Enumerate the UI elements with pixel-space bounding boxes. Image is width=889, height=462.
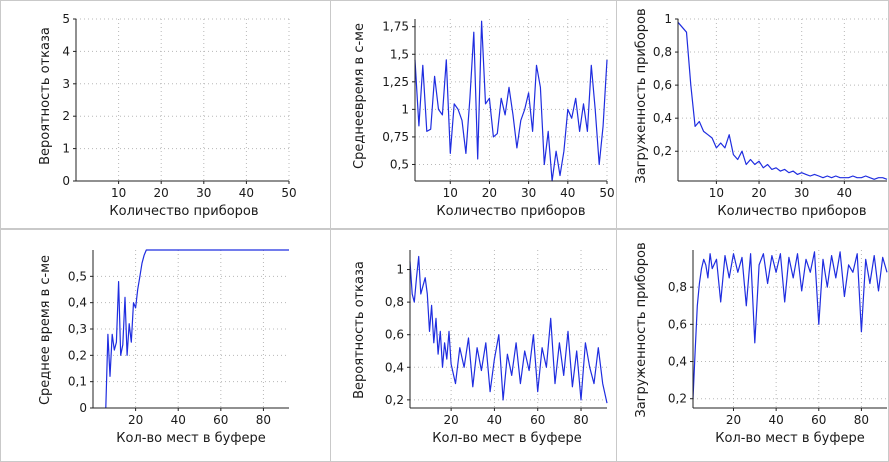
x-tick-label: 40 bbox=[560, 186, 575, 200]
y-tick-label: 1,25 bbox=[382, 75, 409, 89]
y-tick-label: 1 bbox=[664, 12, 672, 26]
x-tick-label: 60 bbox=[530, 413, 545, 427]
x-tick-label: 20 bbox=[128, 413, 143, 427]
y-axis-label: Среднеевремя в с-ме bbox=[352, 23, 367, 169]
chart-panel-5: 20 40 60 80 0,2 0,4 0,6 0,8 1 Кол-во мест в буфер… bbox=[331, 230, 616, 461]
y-axis-label: Загруженность приборов bbox=[634, 8, 649, 183]
x-tick-label: 40 bbox=[239, 186, 254, 200]
x-axis-label: Кол-во мест в буфере bbox=[432, 431, 581, 446]
y-tick-label: 1 bbox=[62, 142, 70, 156]
x-tick-label: 10 bbox=[709, 186, 724, 200]
y-tick-label: 0 bbox=[62, 174, 70, 188]
x-tick-label: 40 bbox=[837, 186, 852, 200]
frame-left-border bbox=[0, 0, 1, 462]
y-tick-label: 0,6 bbox=[385, 328, 404, 342]
series-line bbox=[692, 251, 888, 399]
series-line bbox=[105, 249, 289, 409]
y-axis-label: Загруженность приборов bbox=[634, 242, 649, 417]
series-line bbox=[414, 20, 608, 182]
chart-panel-4: 20 40 60 80 0 0,1 0,2 0,3 0,4 0,5 Кол-во мест в бу… bbox=[1, 230, 330, 461]
x-tick-label: 80 bbox=[854, 413, 869, 427]
y-tick-label: 0,6 bbox=[668, 317, 687, 331]
y-tick-label: 0,4 bbox=[68, 296, 87, 310]
x-tick-label: 20 bbox=[154, 186, 169, 200]
device-load-vs-buffer-chart: 20 40 60 80 0,2 0,4 0,6 0,8 Кол-во мест в буфере… bbox=[634, 242, 888, 446]
y-tick-label: 4 bbox=[62, 44, 70, 58]
y-axis-label: Среднее время в с-ме bbox=[38, 255, 53, 405]
y-tick-label: 1,75 bbox=[382, 20, 409, 34]
x-tick-label: 40 bbox=[171, 413, 186, 427]
y-tick-label: 0,4 bbox=[653, 111, 672, 125]
y-tick-label: 0,2 bbox=[668, 392, 687, 406]
y-tick-label: 0,8 bbox=[653, 45, 672, 59]
y-tick-label: 0,5 bbox=[390, 157, 409, 171]
y-tick-label: 0,2 bbox=[653, 144, 672, 158]
x-tick-label: 50 bbox=[281, 186, 296, 200]
x-tick-label: 10 bbox=[111, 186, 126, 200]
series-line bbox=[409, 255, 608, 404]
x-tick-label: 40 bbox=[487, 413, 502, 427]
chart-panel-1: 10 20 30 40 50 0 1 2 3 4 5 Количество приборов Вероя… bbox=[1, 1, 330, 228]
x-tick-label: 80 bbox=[256, 413, 271, 427]
x-tick-label: 20 bbox=[751, 186, 766, 200]
column-separator-2 bbox=[616, 0, 617, 462]
x-axis-label: Кол-во мест в буфере bbox=[116, 431, 265, 446]
x-tick-label: 30 bbox=[196, 186, 211, 200]
x-tick-label: 10 bbox=[443, 186, 458, 200]
x-tick-label: 20 bbox=[726, 413, 741, 427]
avg-time-vs-devices-chart: 10 20 30 40 50 0,5 0,75 1 1,25 1,5 1,75 Количество … bbox=[352, 19, 615, 219]
avg-time-vs-buffer-chart: 20 40 60 80 0 0,1 0,2 0,3 0,4 0,5 Кол-во мест в бу… bbox=[38, 249, 289, 446]
y-tick-label: 5 bbox=[62, 12, 70, 26]
y-tick-label: 0,4 bbox=[385, 360, 404, 374]
x-tick-label: 20 bbox=[443, 413, 458, 427]
y-tick-label: 1,5 bbox=[390, 47, 409, 61]
y-tick-label: 0,5 bbox=[68, 269, 87, 283]
chart-panel-6: 20 40 60 80 0,2 0,4 0,6 0,8 Кол-во мест в буфере… bbox=[617, 230, 888, 461]
y-tick-label: 0,75 bbox=[382, 130, 409, 144]
device-load-vs-devices-chart: 10 20 30 40 0,2 0,4 0,6 0,8 1 Количество приборов… bbox=[634, 8, 888, 219]
y-tick-label: 1 bbox=[401, 102, 409, 116]
y-tick-label: 0,6 bbox=[653, 78, 672, 92]
x-axis-label: Количество приборов bbox=[109, 204, 258, 219]
x-tick-label: 30 bbox=[794, 186, 809, 200]
row-separator bbox=[0, 228, 889, 230]
y-tick-label: 0,3 bbox=[68, 322, 87, 336]
x-tick-label: 20 bbox=[482, 186, 497, 200]
y-tick-label: 0,8 bbox=[668, 280, 687, 294]
x-axis-label: Кол-во мест в буфере bbox=[715, 431, 864, 446]
series-line bbox=[677, 21, 888, 180]
y-tick-label: 0,1 bbox=[68, 375, 87, 389]
frame-top-border bbox=[0, 0, 889, 1]
x-tick-label: 60 bbox=[811, 413, 826, 427]
column-separator-1 bbox=[330, 0, 331, 462]
x-tick-label: 80 bbox=[573, 413, 588, 427]
y-tick-label: 1 bbox=[396, 263, 404, 277]
x-tick-label: 50 bbox=[599, 186, 614, 200]
y-tick-label: 0,2 bbox=[385, 393, 404, 407]
y-tick-label: 0,4 bbox=[668, 355, 687, 369]
chart-panel-3: 10 20 30 40 0,2 0,4 0,6 0,8 1 Количество приборов… bbox=[617, 1, 888, 228]
y-tick-label: 2 bbox=[62, 109, 70, 123]
x-tick-label: 40 bbox=[769, 413, 784, 427]
failure-probability-vs-buffer-chart: 20 40 60 80 0,2 0,4 0,6 0,8 1 Кол-во мест в буфер… bbox=[352, 250, 608, 446]
y-tick-label: 3 bbox=[62, 77, 70, 91]
failure-probability-vs-devices-chart: 10 20 30 40 50 0 1 2 3 4 5 Количество приборов Вероя… bbox=[38, 12, 297, 219]
x-tick-label: 60 bbox=[213, 413, 228, 427]
y-axis-label: Вероятность отказа bbox=[38, 27, 53, 165]
y-tick-label: 0,8 bbox=[385, 295, 404, 309]
x-axis-label: Количество приборов bbox=[717, 204, 866, 219]
y-tick-label: 0,2 bbox=[68, 348, 87, 362]
y-axis-label: Вероятность отказа bbox=[352, 261, 367, 399]
x-tick-label: 30 bbox=[521, 186, 536, 200]
y-tick-label: 0 bbox=[79, 401, 87, 415]
chart-panel-2: 10 20 30 40 50 0,5 0,75 1 1,25 1,5 1,75 Количество … bbox=[331, 1, 616, 228]
x-axis-label: Количество приборов bbox=[436, 204, 585, 219]
